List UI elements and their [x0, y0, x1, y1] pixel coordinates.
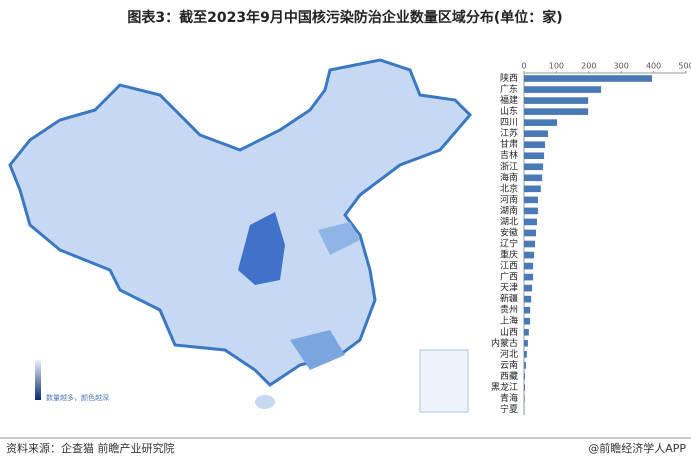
y-tick-label: 云南: [500, 359, 518, 371]
bar: [524, 306, 531, 314]
y-tick-label: 天津: [500, 283, 518, 294]
x-tick-label: 200: [581, 62, 596, 71]
bar: [524, 240, 536, 248]
bar: [524, 251, 535, 259]
y-tick-label: 宁夏: [500, 403, 518, 415]
x-tick-label: 500: [678, 62, 691, 71]
y-tick-label: 福建: [500, 94, 518, 106]
region-highlight: [290, 330, 345, 370]
y-tick-label: 陕西: [500, 72, 518, 84]
bar: [524, 384, 525, 391]
y-tick-label: 内蒙古: [491, 337, 518, 349]
y-tick-label: 吉林: [500, 149, 518, 161]
region-highlight: [238, 212, 285, 285]
source: 资料来源：企查猫 前瞻产业研究院: [6, 441, 175, 455]
y-tick-label: 湖北: [500, 216, 518, 227]
map-outline: [8, 58, 473, 387]
bar: [524, 185, 541, 193]
bar: [524, 163, 544, 171]
bar: [524, 86, 602, 93]
bar: [524, 174, 543, 182]
bar: [524, 119, 558, 126]
y-tick-label: 西藏: [500, 370, 518, 382]
y-tick-label: 重庆: [500, 249, 518, 261]
map: 数量越多，颜色越深: [8, 58, 473, 413]
y-tick-label: 青海: [500, 392, 518, 404]
bar: [524, 317, 531, 325]
bar: [524, 152, 545, 160]
bar: [524, 229, 536, 237]
bar: [524, 373, 525, 380]
y-tick-label: 甘肃: [500, 138, 518, 150]
region-highlight: [318, 222, 360, 255]
y-tick-label: 北京: [500, 182, 518, 194]
legend-gradient: [35, 360, 41, 400]
x-tick-label: 100: [549, 62, 564, 71]
y-tick-label: 湖南: [500, 204, 518, 216]
bar: [524, 141, 546, 149]
south-sea-inset: [419, 349, 469, 413]
y-tick-label: 江苏: [500, 127, 518, 139]
y-tick-label: 安徽: [500, 226, 518, 238]
bar: [524, 351, 527, 358]
y-tick-label: 山东: [500, 105, 518, 117]
bar: [524, 362, 526, 369]
island: [255, 395, 275, 409]
y-tick-label: 江西: [500, 261, 518, 272]
bar: [524, 75, 652, 82]
chart-title: 图表3：截至2023年9月中国核污染防治企业数量区域分布(单位：家): [127, 9, 562, 26]
bar: [524, 130, 548, 137]
bar: [524, 395, 525, 402]
bar: [524, 273, 534, 281]
x-tick-label: 400: [646, 62, 661, 71]
y-tick-label: 河北: [500, 348, 518, 360]
y-tick-label: 四川: [500, 118, 518, 128]
x-tick-label: 300: [614, 62, 629, 71]
y-tick-label: 黑龙江: [491, 381, 518, 393]
y-tick-label: 浙江: [500, 160, 518, 172]
bar: [524, 218, 537, 226]
y-tick-label: 贵州: [500, 304, 518, 316]
y-tick-label: 山西: [500, 327, 518, 338]
y-tick-label: 广东: [500, 83, 518, 95]
bar: [524, 97, 589, 104]
legend-text: 数量越多，颜色越深: [46, 393, 109, 402]
bar: [524, 108, 589, 115]
bar: [524, 295, 532, 303]
bar: [524, 207, 538, 215]
bar: [524, 339, 528, 347]
bar: [524, 284, 533, 292]
x-tick-label: 0: [521, 62, 526, 71]
bar: [524, 196, 538, 204]
y-tick-label: 广西: [500, 271, 518, 283]
y-tick-label: 上海: [500, 315, 518, 327]
y-tick-label: 海南: [500, 171, 518, 183]
y-tick-label: 辽宁: [500, 238, 518, 250]
brand: @前瞻经济学人APP: [588, 441, 686, 455]
y-tick-label: 新疆: [500, 293, 518, 305]
y-tick-label: 河南: [500, 193, 518, 205]
bar: [524, 262, 534, 270]
bar: [524, 328, 529, 336]
